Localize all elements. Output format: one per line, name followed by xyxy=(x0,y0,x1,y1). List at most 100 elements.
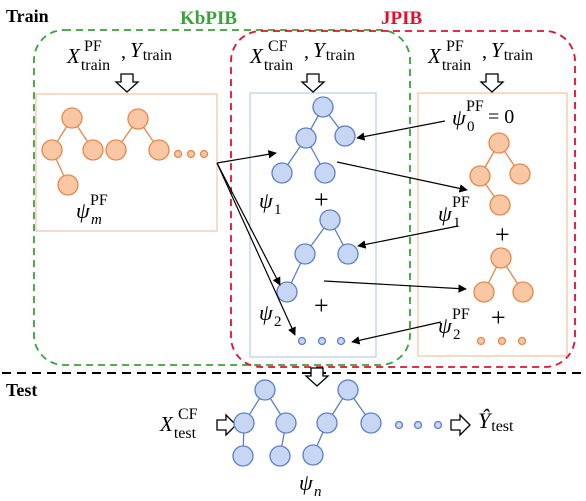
psi-2-pf-label: ψ 2 PF xyxy=(438,306,470,343)
test-tree-2 xyxy=(302,379,382,466)
input-left-pf: Xtrain PF , Ytrain xyxy=(66,38,172,74)
ellipsis-dot xyxy=(497,336,507,346)
tree-node xyxy=(334,125,356,147)
right-arrow-icon xyxy=(216,414,237,436)
svg-text:Ytrain: Ytrain xyxy=(130,38,172,64)
svg-text:n: n xyxy=(314,484,322,500)
svg-text:CF: CF xyxy=(178,406,198,423)
svg-text:Xtest: Xtest xyxy=(159,412,197,442)
svg-text:Xtrain: Xtrain xyxy=(66,44,110,74)
tree-node xyxy=(232,445,254,467)
down-arrow-icon xyxy=(305,367,329,387)
arrow-psi1pf-to-tree2 xyxy=(357,225,459,249)
right-arrow-icon xyxy=(450,414,471,436)
svg-text:ψ: ψ xyxy=(259,300,273,325)
cf-tree-1 xyxy=(271,96,356,184)
svg-text:Xtrain: Xtrain xyxy=(249,44,293,74)
tree-node xyxy=(105,139,127,161)
tree-node xyxy=(294,243,316,265)
pf-joint-panel xyxy=(417,92,568,357)
tree-node xyxy=(275,412,297,434)
ellipsis-dot xyxy=(413,420,423,430)
arrow-psi0-to-tree1 xyxy=(356,120,446,141)
svg-text:ψ: ψ xyxy=(259,188,273,213)
input-middle-cf: Xtrain CF , Ytrain xyxy=(249,38,355,74)
tree-node xyxy=(127,108,149,130)
joint-pf-tree-1 xyxy=(469,132,531,216)
tree-node xyxy=(509,163,531,185)
tree-node xyxy=(269,445,291,467)
tree-node xyxy=(316,412,338,434)
x-test-cf: Xtest CF xyxy=(159,406,198,442)
tree-node xyxy=(57,174,79,196)
down-arrow-icon xyxy=(480,73,504,93)
tree-node xyxy=(82,139,104,161)
psi-m-pf-label: ψ m PF xyxy=(76,192,108,228)
jpib-group-outline xyxy=(230,30,576,368)
tree-node xyxy=(319,209,341,231)
tree-node xyxy=(469,165,491,187)
tree-node xyxy=(490,247,512,269)
psi-2-label: ψ 2 xyxy=(259,300,282,330)
svg-text:= 0: = 0 xyxy=(488,106,514,128)
y-hat-test: Ŷtest xyxy=(478,408,514,435)
svg-text:Xtrain: Xtrain xyxy=(427,44,471,74)
down-arrow-icon xyxy=(301,73,325,93)
svg-text:ψ: ψ xyxy=(452,105,466,130)
arrow-tree1-to-psi1pf xyxy=(336,161,468,193)
psi-1-label: ψ 1 xyxy=(259,188,282,218)
ellipsis-dot xyxy=(297,336,307,346)
svg-text:CF: CF xyxy=(268,38,288,55)
tree-node xyxy=(337,379,359,401)
svg-text:PF: PF xyxy=(452,306,470,323)
flow-arrows xyxy=(216,120,468,345)
ellipsis-dot xyxy=(476,336,486,346)
pf-tree-a xyxy=(41,107,104,196)
ellipsis-dot xyxy=(336,336,346,346)
svg-text:ψ: ψ xyxy=(299,470,313,495)
svg-text:PF: PF xyxy=(452,194,470,211)
tree-node xyxy=(233,412,255,434)
ellipsis-dot xyxy=(317,336,327,346)
ellipsis-dot xyxy=(186,149,196,159)
svg-text:0: 0 xyxy=(467,119,475,135)
arrow-pf-to-psi1 xyxy=(216,150,277,164)
cf-tree-2 xyxy=(276,209,359,303)
tree-node xyxy=(254,379,276,401)
arrow-psi2pf-to-dots xyxy=(351,321,442,345)
tree-node xyxy=(302,444,324,466)
psi-n-label: ψ n xyxy=(299,470,322,500)
ellipsis-dot xyxy=(517,336,527,346)
tree-node xyxy=(312,96,334,118)
plus-sign: + xyxy=(314,291,329,320)
svg-text:,: , xyxy=(121,41,126,63)
arrow-pf-to-psi2 xyxy=(216,162,281,286)
tree-node xyxy=(337,243,359,265)
svg-text:1: 1 xyxy=(274,202,282,218)
pf-tree-b xyxy=(105,108,170,161)
psi-0-pf-eq: ψ 0 PF = 0 xyxy=(452,98,514,135)
tree-node xyxy=(314,162,336,184)
kbpib-label: KbPIB xyxy=(180,8,237,29)
tree-node xyxy=(41,139,63,161)
down-arrow-icon xyxy=(115,73,139,93)
svg-text:m: m xyxy=(91,212,102,228)
joint-pf-tree-2 xyxy=(473,247,534,303)
psi-1-pf-label: ψ 1 PF xyxy=(438,194,470,231)
svg-text:Ŷtest: Ŷtest xyxy=(478,408,514,435)
ellipsis-dot xyxy=(433,420,443,430)
svg-text:ψ: ψ xyxy=(76,198,90,223)
plus-sign: + xyxy=(314,185,329,214)
arrow-pf-to-dots xyxy=(216,162,296,336)
tree-node xyxy=(276,281,298,303)
ellipsis-dot xyxy=(394,420,404,430)
tree-node xyxy=(512,281,534,303)
svg-text:PF: PF xyxy=(466,98,484,115)
tree-node xyxy=(61,107,83,129)
svg-text:ψ: ψ xyxy=(438,201,452,226)
svg-text:Ytrain: Ytrain xyxy=(313,38,355,64)
svg-text:1: 1 xyxy=(453,215,461,231)
tree-node xyxy=(473,281,495,303)
tree-node xyxy=(271,162,293,184)
